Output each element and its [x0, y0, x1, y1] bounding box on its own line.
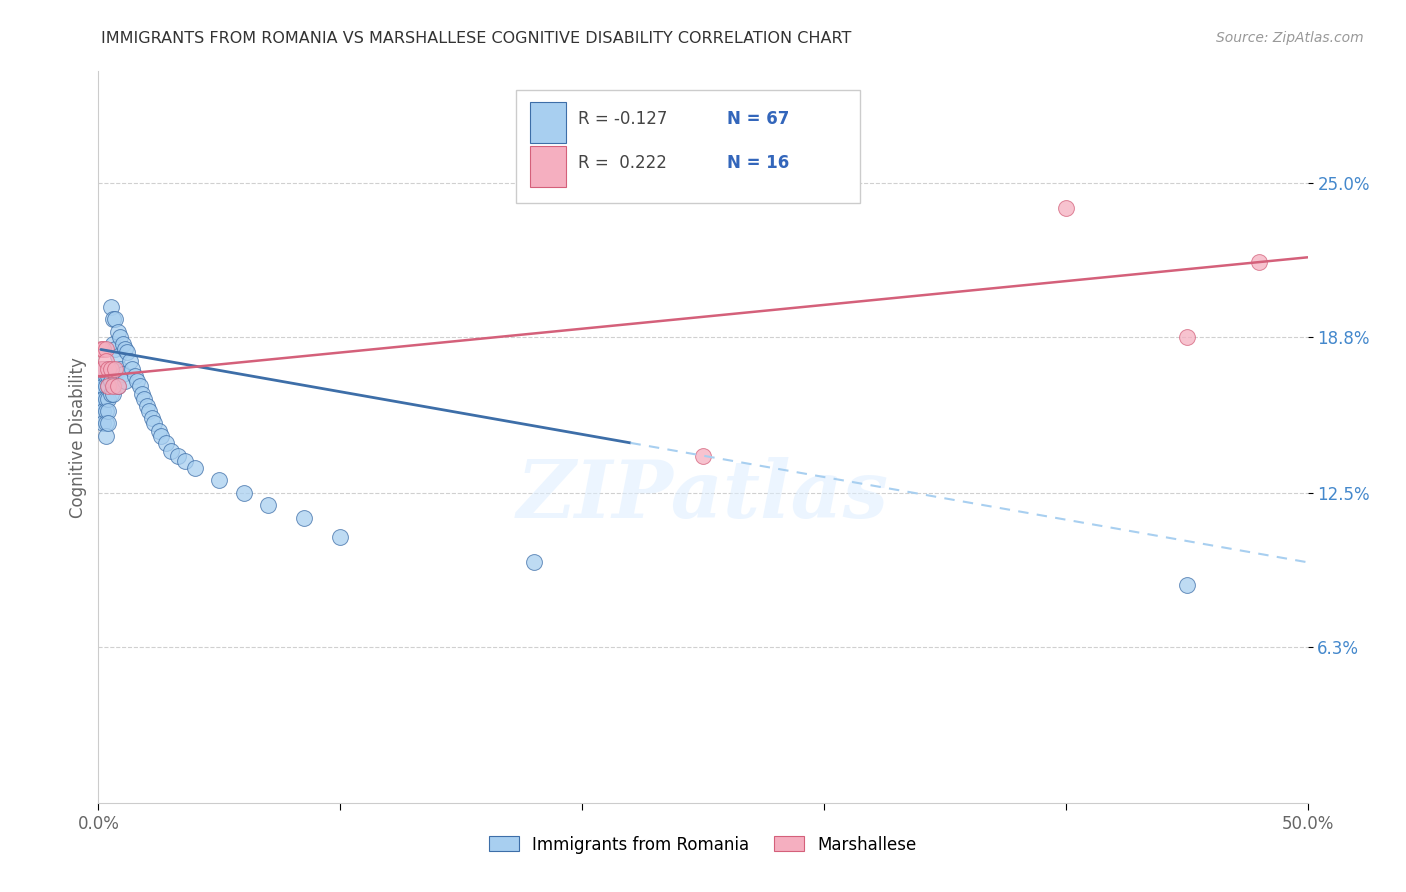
Point: [121, 362, 143, 376]
Point: [100, 300, 122, 314]
Point: [97, 417, 120, 431]
Point: [174, 453, 197, 467]
Point: [107, 379, 129, 393]
Point: [101, 386, 124, 401]
Point: [97, 369, 120, 384]
Point: [127, 374, 149, 388]
Point: [94, 342, 117, 356]
Point: [104, 374, 127, 388]
Point: [97, 379, 120, 393]
Point: [91, 369, 114, 384]
Point: [100, 362, 122, 376]
Point: [124, 369, 146, 384]
Point: [256, 498, 278, 512]
Point: [94, 362, 117, 376]
Point: [91, 392, 114, 406]
Point: [104, 362, 127, 376]
Point: [91, 404, 114, 418]
Text: N = 67: N = 67: [727, 110, 790, 128]
Point: [184, 461, 207, 475]
Point: [100, 386, 122, 401]
Point: [91, 379, 114, 393]
FancyBboxPatch shape: [516, 90, 860, 203]
Point: [1249, 255, 1271, 269]
Text: R =  0.222: R = 0.222: [578, 153, 668, 172]
Point: [107, 325, 129, 339]
Point: [1054, 201, 1077, 215]
Point: [94, 429, 117, 443]
Point: [208, 474, 231, 488]
Point: [114, 374, 136, 388]
Point: [148, 424, 170, 438]
Point: [107, 379, 129, 393]
Point: [100, 362, 122, 376]
Text: N = 16: N = 16: [727, 153, 789, 172]
Point: [94, 392, 117, 406]
Point: [329, 531, 352, 545]
Point: [160, 443, 183, 458]
Point: [292, 510, 315, 524]
Point: [141, 411, 163, 425]
FancyBboxPatch shape: [530, 146, 567, 186]
Point: [97, 392, 120, 406]
Point: [101, 379, 124, 393]
Point: [94, 379, 117, 393]
Point: [150, 429, 173, 443]
Point: [155, 436, 177, 450]
Point: [97, 362, 120, 376]
Y-axis label: Cognitive Disability: Cognitive Disability: [69, 357, 87, 517]
Point: [90, 379, 112, 393]
Text: IMMIGRANTS FROM ROMANIA VS MARSHALLESE COGNITIVE DISABILITY CORRELATION CHART: IMMIGRANTS FROM ROMANIA VS MARSHALLESE C…: [101, 31, 852, 46]
Point: [91, 362, 114, 376]
Point: [114, 342, 136, 356]
Point: [523, 555, 546, 569]
Point: [100, 374, 122, 388]
Point: [118, 354, 141, 368]
Point: [91, 362, 114, 376]
Point: [90, 342, 112, 356]
Point: [104, 342, 127, 356]
Point: [138, 404, 160, 418]
Text: R = -0.127: R = -0.127: [578, 110, 668, 128]
Point: [108, 362, 131, 376]
Point: [97, 404, 120, 418]
Point: [232, 486, 254, 500]
Point: [134, 392, 156, 406]
Point: [97, 379, 120, 393]
Point: [90, 362, 112, 376]
Point: [107, 350, 129, 364]
Point: [117, 344, 139, 359]
Point: [131, 386, 153, 401]
Point: [90, 394, 112, 409]
Point: [101, 362, 124, 376]
Point: [692, 449, 714, 463]
Text: Source: ZipAtlas.com: Source: ZipAtlas.com: [1216, 31, 1364, 45]
Point: [1175, 577, 1198, 591]
Point: [128, 379, 150, 393]
Point: [143, 417, 166, 431]
Point: [104, 312, 127, 326]
Point: [101, 312, 124, 326]
Point: [111, 367, 134, 381]
Point: [167, 449, 190, 463]
FancyBboxPatch shape: [530, 103, 567, 143]
Point: [111, 337, 134, 351]
Point: [94, 369, 117, 384]
Point: [94, 354, 117, 368]
Point: [135, 399, 157, 413]
Point: [91, 417, 114, 431]
Text: ZIPatlas: ZIPatlas: [517, 457, 889, 534]
Point: [90, 362, 112, 376]
Point: [1175, 329, 1198, 343]
Legend: Immigrants from Romania, Marshallese: Immigrants from Romania, Marshallese: [482, 829, 924, 860]
Point: [91, 342, 114, 356]
Point: [94, 417, 117, 431]
Point: [94, 404, 117, 418]
Point: [101, 337, 124, 351]
Point: [108, 329, 131, 343]
